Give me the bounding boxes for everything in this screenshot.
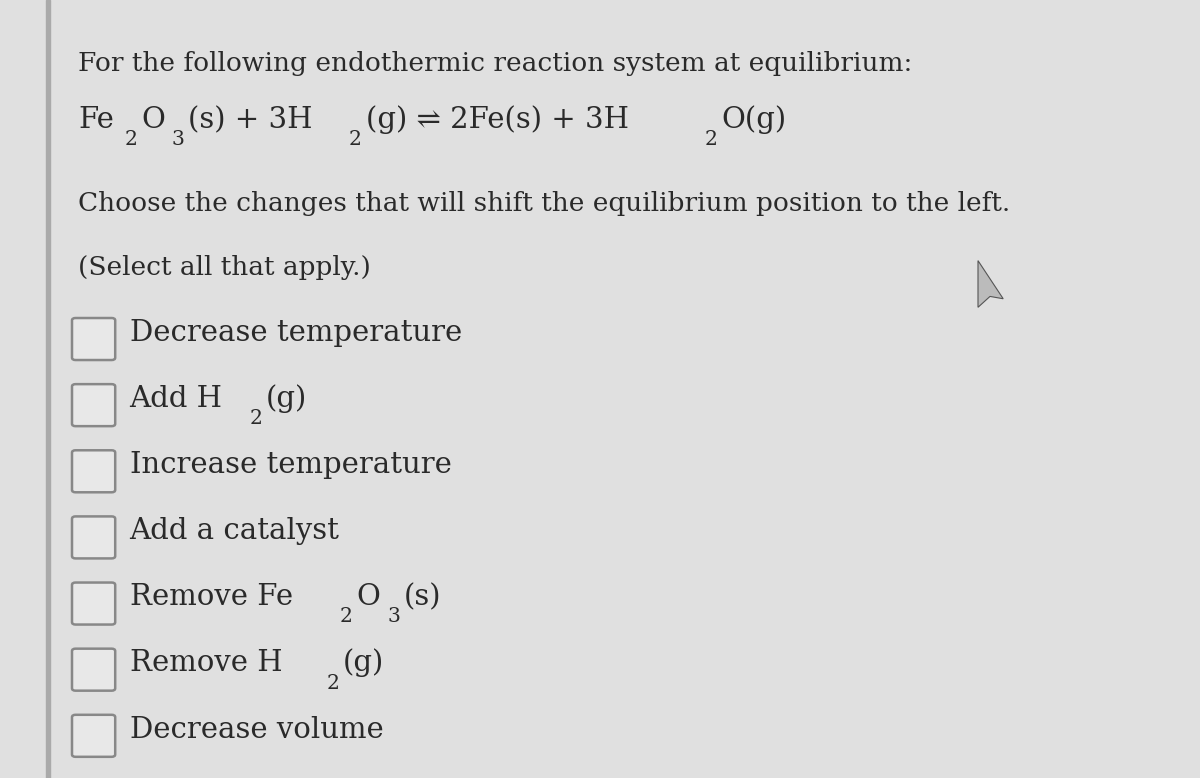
Text: Fe: Fe [78, 107, 114, 135]
Text: 2: 2 [349, 131, 362, 149]
Text: O: O [140, 107, 164, 135]
Text: (s): (s) [404, 584, 442, 612]
FancyBboxPatch shape [72, 384, 115, 426]
Text: 2: 2 [704, 131, 718, 149]
Text: 2: 2 [125, 131, 137, 149]
Text: O: O [356, 584, 380, 612]
Text: 2: 2 [340, 608, 353, 626]
FancyBboxPatch shape [72, 450, 115, 492]
Text: Increase temperature: Increase temperature [130, 451, 451, 479]
Bar [46, 0, 50, 778]
Text: (g) ⇌ 2Fe(s) + 3H: (g) ⇌ 2Fe(s) + 3H [366, 106, 629, 135]
Text: Decrease volume: Decrease volume [130, 716, 383, 744]
Text: Decrease temperature: Decrease temperature [130, 319, 462, 347]
Text: O(g): O(g) [721, 106, 787, 135]
Text: Remove H: Remove H [130, 650, 282, 678]
Text: Add a catalyst: Add a catalyst [130, 517, 340, 545]
Text: For the following endothermic reaction system at equilibrium:: For the following endothermic reaction s… [78, 51, 912, 75]
FancyBboxPatch shape [72, 517, 115, 559]
Text: 2: 2 [250, 409, 263, 428]
FancyBboxPatch shape [72, 715, 115, 757]
Text: (s) + 3H: (s) + 3H [188, 107, 313, 135]
Text: Choose the changes that will shift the equilibrium position to the left.: Choose the changes that will shift the e… [78, 191, 1010, 216]
FancyBboxPatch shape [72, 318, 115, 360]
FancyBboxPatch shape [72, 649, 115, 691]
Text: 3: 3 [388, 608, 401, 626]
Text: (g): (g) [266, 384, 307, 413]
FancyBboxPatch shape [72, 583, 115, 625]
Text: (Select all that apply.): (Select all that apply.) [78, 255, 371, 280]
Text: (g): (g) [343, 649, 384, 678]
Text: Remove Fe: Remove Fe [130, 584, 293, 612]
Polygon shape [978, 261, 1003, 307]
Text: 3: 3 [172, 131, 185, 149]
Text: Add H: Add H [130, 385, 223, 413]
Text: 2: 2 [326, 674, 340, 692]
